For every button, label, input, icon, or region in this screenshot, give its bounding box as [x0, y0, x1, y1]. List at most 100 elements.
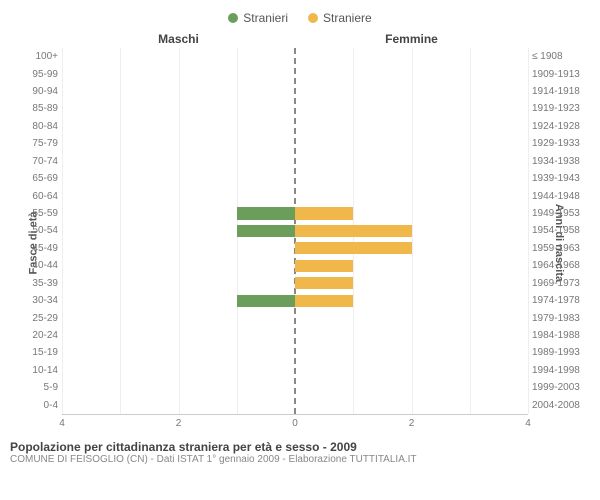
- age-label: 35-39: [12, 278, 58, 289]
- birth-year-label: 1924-1928: [532, 121, 592, 132]
- birth-year-label: 1999-2003: [532, 382, 592, 393]
- male-half: [62, 362, 295, 379]
- birth-year-label: 1919-1923: [532, 103, 592, 114]
- age-row: 60-641944-1948: [62, 187, 528, 204]
- male-half: [62, 309, 295, 326]
- male-half: [62, 135, 295, 152]
- age-row: 80-841924-1928: [62, 118, 528, 135]
- age-label: 65-69: [12, 173, 58, 184]
- plot-area: Fasce di età Anni di nascita 100+≤ 19089…: [0, 48, 600, 438]
- legend-item-female: Straniere: [308, 11, 372, 25]
- birth-year-label: 1969-1973: [532, 278, 592, 289]
- age-label: 15-19: [12, 347, 58, 358]
- header-male: Maschi: [62, 32, 295, 46]
- birth-year-label: 1914-1918: [532, 86, 592, 97]
- male-half: [62, 222, 295, 239]
- age-row: 25-291979-1983: [62, 309, 528, 326]
- bar-female: [295, 277, 353, 289]
- male-half: [62, 274, 295, 291]
- age-row: 20-241984-1988: [62, 327, 528, 344]
- male-half: [62, 153, 295, 170]
- birth-year-label: 1929-1933: [532, 138, 592, 149]
- age-row: 65-691939-1943: [62, 170, 528, 187]
- age-label: 45-49: [12, 243, 58, 254]
- female-half: [295, 344, 528, 361]
- female-half: [295, 362, 528, 379]
- female-half: [295, 100, 528, 117]
- legend-swatch-female: [308, 13, 318, 23]
- age-label: 95-99: [12, 69, 58, 80]
- caption: Popolazione per cittadinanza straniera p…: [0, 438, 600, 465]
- age-label: 80-84: [12, 121, 58, 132]
- legend: Stranieri Straniere: [0, 8, 600, 28]
- female-half: [295, 240, 528, 257]
- x-axis: 42024: [62, 414, 528, 438]
- male-half: [62, 344, 295, 361]
- birth-year-label: 1979-1983: [532, 313, 592, 324]
- female-half: [295, 292, 528, 309]
- age-label: 90-94: [12, 86, 58, 97]
- age-row: 55-591949-1953: [62, 205, 528, 222]
- caption-title: Popolazione per cittadinanza straniera p…: [10, 440, 590, 454]
- age-row: 15-191989-1993: [62, 344, 528, 361]
- legend-label-female: Straniere: [323, 11, 372, 25]
- age-label: 60-64: [12, 191, 58, 202]
- age-label: 25-29: [12, 313, 58, 324]
- birth-year-label: 2004-2008: [532, 400, 592, 411]
- male-half: [62, 187, 295, 204]
- x-tick: 2: [176, 418, 182, 429]
- legend-swatch-male: [228, 13, 238, 23]
- age-label: 40-44: [12, 260, 58, 271]
- female-half: [295, 222, 528, 239]
- age-label: 50-54: [12, 225, 58, 236]
- female-half: [295, 187, 528, 204]
- female-half: [295, 135, 528, 152]
- male-half: [62, 83, 295, 100]
- male-half: [62, 205, 295, 222]
- birth-year-label: 1949-1953: [532, 208, 592, 219]
- bar-female: [295, 207, 353, 219]
- male-half: [62, 292, 295, 309]
- age-row: 100+≤ 1908: [62, 48, 528, 65]
- female-half: [295, 65, 528, 82]
- age-label: 70-74: [12, 156, 58, 167]
- female-half: [295, 48, 528, 65]
- male-half: [62, 65, 295, 82]
- age-row: 0-42004-2008: [62, 396, 528, 413]
- birth-year-label: 1989-1993: [532, 347, 592, 358]
- age-label: 55-59: [12, 208, 58, 219]
- female-half: [295, 83, 528, 100]
- birth-year-label: 1974-1978: [532, 295, 592, 306]
- header-female: Femmine: [295, 32, 528, 46]
- birth-year-label: 1954-1958: [532, 225, 592, 236]
- bar-female: [295, 260, 353, 272]
- x-tick: 0: [292, 418, 298, 429]
- age-row: 5-91999-2003: [62, 379, 528, 396]
- female-half: [295, 309, 528, 326]
- age-row: 70-741934-1938: [62, 153, 528, 170]
- gridline: [528, 48, 529, 414]
- female-half: [295, 170, 528, 187]
- birth-year-label: 1984-1988: [532, 330, 592, 341]
- age-row: 40-441964-1968: [62, 257, 528, 274]
- age-label: 20-24: [12, 330, 58, 341]
- bar-male: [237, 225, 295, 237]
- birth-year-label: 1944-1948: [532, 191, 592, 202]
- male-half: [62, 257, 295, 274]
- age-label: 100+: [12, 51, 58, 62]
- female-half: [295, 327, 528, 344]
- male-half: [62, 48, 295, 65]
- caption-subtitle: COMUNE DI FEISOGLIO (CN) - Dati ISTAT 1°…: [10, 454, 590, 465]
- bar-female: [295, 225, 412, 237]
- x-axis-line: [62, 414, 528, 415]
- female-half: [295, 274, 528, 291]
- birth-year-label: ≤ 1908: [532, 51, 592, 62]
- age-row: 85-891919-1923: [62, 100, 528, 117]
- male-half: [62, 100, 295, 117]
- x-tick: 2: [409, 418, 415, 429]
- male-half: [62, 327, 295, 344]
- birth-year-label: 1909-1913: [532, 69, 592, 80]
- female-half: [295, 379, 528, 396]
- female-half: [295, 153, 528, 170]
- age-row: 95-991909-1913: [62, 65, 528, 82]
